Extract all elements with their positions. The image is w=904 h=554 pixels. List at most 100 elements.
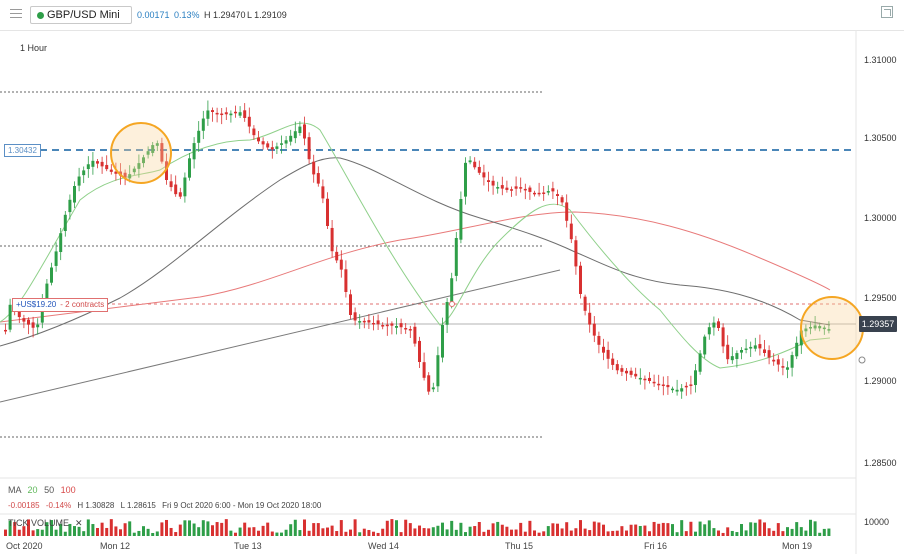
candle: [671, 388, 674, 391]
volume-bar: [661, 522, 665, 536]
symbol-selector[interactable]: GBP/USD Mini: [30, 6, 132, 24]
candle: [680, 388, 684, 392]
candle: [505, 187, 509, 190]
candle: [243, 110, 247, 118]
close-icon[interactable]: ✕: [75, 518, 83, 528]
alert-marker-icon[interactable]: [858, 356, 866, 364]
volume-bar: [565, 522, 569, 536]
price-axis-label: 1.30500: [864, 133, 897, 143]
candle: [385, 324, 389, 327]
candle: [376, 320, 380, 325]
candle: [188, 158, 191, 178]
volume-bar: [413, 528, 417, 536]
volume-bar: [151, 532, 155, 536]
highlight-circle-left: [110, 122, 172, 184]
volume-bar: [197, 527, 201, 536]
candle: [606, 349, 610, 359]
candle: [22, 318, 26, 322]
candle: [155, 143, 159, 146]
volume-bar: [59, 523, 63, 536]
volume-bar: [579, 520, 582, 536]
expand-icon[interactable]: [881, 6, 893, 18]
header-change-pct: 0.13%: [174, 10, 200, 20]
candle: [215, 112, 219, 115]
position-tag[interactable]: +US$19.20- 2 contracts: [12, 298, 109, 312]
candle: [257, 137, 260, 142]
candle: [316, 173, 320, 184]
price-axis-label: 1.29500: [864, 293, 897, 303]
candle: [142, 157, 145, 164]
volume-bar: [643, 525, 647, 536]
volume-bar: [790, 528, 794, 536]
volume-bar: [749, 522, 753, 536]
tick-volume-label[interactable]: TICK VOLUME ✕: [8, 518, 83, 529]
candle: [556, 194, 559, 196]
candle: [151, 145, 155, 153]
candle: [45, 283, 49, 305]
volume-bar: [13, 522, 17, 536]
candle: [638, 377, 642, 380]
volume-bar: [519, 522, 523, 536]
candle: [307, 137, 311, 160]
candle: [721, 327, 725, 347]
volume-bar: [477, 521, 481, 536]
candle: [408, 329, 412, 331]
candle: [289, 135, 293, 142]
candle: [523, 188, 527, 191]
position-contracts: - 2 contracts: [60, 300, 105, 309]
candle: [418, 340, 421, 362]
volume-bar: [772, 530, 776, 536]
candle: [362, 320, 366, 323]
candle: [211, 110, 214, 112]
candle: [109, 169, 113, 172]
level-price-tag[interactable]: 1.30432: [4, 144, 41, 157]
candle: [192, 143, 196, 160]
ma-legend[interactable]: MA 20 50 100: [8, 485, 76, 495]
candle: [77, 176, 81, 186]
volume-bar: [22, 526, 26, 536]
volume-bar: [307, 530, 311, 536]
candle: [353, 312, 357, 321]
volume-bar: [431, 527, 435, 536]
menu-icon[interactable]: [10, 9, 22, 19]
candle: [767, 350, 771, 358]
volume-bar: [514, 529, 518, 536]
volume-bar: [763, 522, 766, 536]
volume-bar: [592, 521, 596, 536]
candle: [546, 191, 550, 193]
volume-bar: [289, 524, 293, 536]
candle: [326, 198, 329, 226]
volume-bar: [703, 524, 707, 536]
candle: [293, 131, 297, 139]
volume-bar: [611, 530, 615, 536]
volume-bar: [707, 520, 711, 536]
candle: [247, 116, 251, 127]
volume-bar: [353, 519, 357, 536]
candle: [809, 327, 812, 329]
candles: [4, 100, 831, 399]
candle: [804, 328, 808, 332]
volume-bar: [827, 528, 831, 536]
volume-bar: [188, 520, 191, 536]
volume-bar: [818, 532, 822, 536]
volume-bar: [178, 524, 182, 536]
volume-bar: [63, 531, 67, 536]
volume-bar: [349, 529, 352, 536]
candle: [91, 160, 95, 167]
volume-bar: [119, 529, 122, 536]
volume-bar: [813, 521, 817, 536]
candle: [344, 269, 348, 292]
volume-bar: [753, 522, 757, 536]
price-axis-label: 1.31000: [864, 55, 897, 65]
candle: [496, 187, 500, 189]
volume-bar: [220, 522, 224, 536]
candle: [583, 296, 587, 311]
candle: [717, 321, 720, 328]
range-high: H 1.30828: [77, 501, 115, 510]
volume-bar: [358, 532, 362, 536]
price-axis-label: 1.28500: [864, 458, 897, 468]
candle: [358, 321, 362, 323]
volume-bar: [625, 530, 628, 536]
ma-legend-label: MA: [8, 485, 22, 495]
